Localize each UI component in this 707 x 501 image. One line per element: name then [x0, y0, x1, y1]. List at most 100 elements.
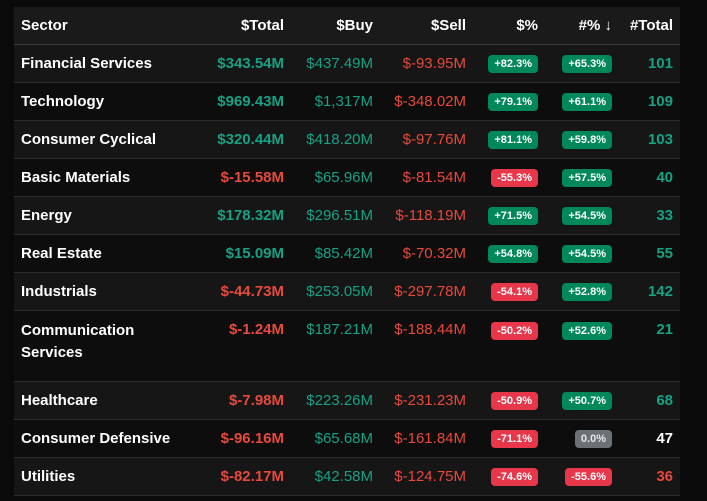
total-cell: $343.54M — [204, 44, 291, 83]
table-row[interactable]: Healthcare $-7.98M $223.26M $-231.23M -50.9%… — [14, 381, 680, 420]
header-total[interactable]: $Total — [204, 7, 291, 45]
dollar-pct-badge-cell: -50.9% — [473, 381, 545, 420]
dollar-pct-badge-cell: +82.3% — [473, 44, 545, 83]
total-cell: $15.09M — [204, 234, 291, 273]
sector-flow-table: Sector $Total $Buy $Sell $% #% ↓ #Total … — [14, 7, 680, 496]
dollar-pct-badge-cell: +54.8% — [473, 234, 545, 273]
dollar-pct-badge-cell: +71.5% — [473, 196, 545, 235]
sector-cell: Financial Services — [14, 44, 204, 83]
count-pct-badge-cell: +50.7% — [545, 381, 619, 420]
dollar-pct-badge: +54.8% — [488, 245, 538, 263]
total-cell: $-1.24M — [204, 310, 291, 382]
count-pct-badge-cell: +54.5% — [545, 196, 619, 235]
count-pct-badge: +52.8% — [562, 283, 612, 301]
buy-cell: $1,317M — [291, 82, 380, 121]
count-pct-badge: +57.5% — [562, 169, 612, 187]
dollar-pct-badge-cell: -54.1% — [473, 272, 545, 311]
sell-cell: $-97.76M — [380, 120, 473, 159]
buy-cell: $85.42M — [291, 234, 380, 273]
dollar-pct-badge: -50.9% — [491, 392, 538, 410]
count-total-cell: 36 — [619, 457, 680, 496]
sell-cell: $-93.95M — [380, 44, 473, 83]
table-row[interactable]: Financial Services $343.54M $437.49M $-93.9… — [14, 44, 680, 83]
buy-cell: $42.58M — [291, 457, 380, 496]
dollar-pct-badge: -54.1% — [491, 283, 538, 301]
sector-cell: Healthcare — [14, 381, 204, 420]
dollar-pct-badge: +82.3% — [488, 55, 538, 73]
sell-cell: $-188.44M — [380, 310, 473, 382]
total-cell: $-96.16M — [204, 419, 291, 458]
buy-cell: $253.05M — [291, 272, 380, 311]
total-cell: $320.44M — [204, 120, 291, 159]
count-pct-badge: -55.6% — [565, 468, 612, 486]
sell-cell: $-124.75M — [380, 457, 473, 496]
header-count-pct-sorted[interactable]: #% ↓ — [545, 7, 619, 45]
total-cell: $-82.17M — [204, 457, 291, 496]
buy-cell: $223.26M — [291, 381, 380, 420]
table-header: Sector $Total $Buy $Sell $% #% ↓ #Total — [14, 7, 680, 45]
count-total-cell: 47 — [619, 419, 680, 458]
count-total-cell: 142 — [619, 272, 680, 311]
dollar-pct-badge-cell: -71.1% — [473, 419, 545, 458]
count-pct-badge: +61.1% — [562, 93, 612, 111]
count-pct-badge-cell: +65.3% — [545, 44, 619, 83]
buy-cell: $437.49M — [291, 44, 380, 83]
sector-cell: Basic Materials — [14, 158, 204, 197]
table-row[interactable]: Consumer Defensive $-96.16M $65.68M $-161.8… — [14, 419, 680, 458]
table-row[interactable]: Basic Materials $-15.58M $65.96M $-81.54M -5… — [14, 158, 680, 197]
total-cell: $-15.58M — [204, 158, 291, 197]
table-row[interactable]: Utilities $-82.17M $42.58M $-124.75M -74.6% -… — [14, 457, 680, 496]
sell-cell: $-70.32M — [380, 234, 473, 273]
count-total-cell: 101 — [619, 44, 680, 83]
header-count-total[interactable]: #Total — [619, 7, 680, 45]
table-row[interactable]: Real Estate $15.09M $85.42M $-70.32M +54.8% +… — [14, 234, 680, 273]
header-buy[interactable]: $Buy — [291, 7, 380, 45]
table-row[interactable]: Consumer Cyclical $320.44M $418.20M $-97.76… — [14, 120, 680, 159]
buy-cell: $296.51M — [291, 196, 380, 235]
sector-cell: Technology — [14, 82, 204, 121]
sector-cell: Energy — [14, 196, 204, 235]
buy-cell: $65.96M — [291, 158, 380, 197]
count-pct-badge: +54.5% — [562, 207, 612, 225]
sell-cell: $-348.02M — [380, 82, 473, 121]
total-cell: $969.43M — [204, 82, 291, 121]
buy-cell: $187.21M — [291, 310, 380, 382]
table-row[interactable]: Technology $969.43M $1,317M $-348.02M +79.1%… — [14, 82, 680, 121]
total-cell: $-7.98M — [204, 381, 291, 420]
dollar-pct-badge: -74.6% — [491, 468, 538, 486]
sell-cell: $-81.54M — [380, 158, 473, 197]
count-pct-badge-cell: +52.8% — [545, 272, 619, 311]
count-total-cell: 21 — [619, 310, 680, 382]
buy-cell: $418.20M — [291, 120, 380, 159]
count-pct-badge-cell: 0.0% — [545, 419, 619, 458]
count-pct-badge-cell: +61.1% — [545, 82, 619, 121]
dollar-pct-badge-cell: -74.6% — [473, 457, 545, 496]
sell-cell: $-297.78M — [380, 272, 473, 311]
total-cell: $178.32M — [204, 196, 291, 235]
sector-cell: Industrials — [14, 272, 204, 311]
count-pct-badge-cell: -55.6% — [545, 457, 619, 496]
table-row[interactable]: Industrials $-44.73M $253.05M $-297.78M -54.… — [14, 272, 680, 311]
table-row[interactable]: Energy $178.32M $296.51M $-118.19M +71.5% +54… — [14, 196, 680, 235]
sector-cell: Utilities — [14, 457, 204, 496]
dollar-pct-badge-cell: -50.2% — [473, 310, 545, 382]
dollar-pct-badge-cell: -55.3% — [473, 158, 545, 197]
count-pct-badge-cell: +52.6% — [545, 310, 619, 382]
count-total-cell: 40 — [619, 158, 680, 197]
count-pct-badge: +59.8% — [562, 131, 612, 149]
sector-cell: Communication Services — [14, 310, 204, 382]
dollar-pct-badge-cell: +79.1% — [473, 82, 545, 121]
count-pct-badge-cell: +59.8% — [545, 120, 619, 159]
count-total-cell: 55 — [619, 234, 680, 273]
count-pct-badge: +50.7% — [562, 392, 612, 410]
count-pct-badge: +52.6% — [562, 322, 612, 340]
sector-cell: Consumer Defensive — [14, 419, 204, 458]
sector-cell: Real Estate — [14, 234, 204, 273]
dollar-pct-badge: +79.1% — [488, 93, 538, 111]
header-sector[interactable]: Sector — [14, 7, 204, 45]
table-row[interactable]: Communication Services $-1.24M $187.21M $-1… — [14, 310, 680, 382]
header-dollar-pct[interactable]: $% — [473, 7, 545, 45]
header-sell[interactable]: $Sell — [380, 7, 473, 45]
count-pct-badge: +54.5% — [562, 245, 612, 263]
dollar-pct-badge-cell: +81.1% — [473, 120, 545, 159]
